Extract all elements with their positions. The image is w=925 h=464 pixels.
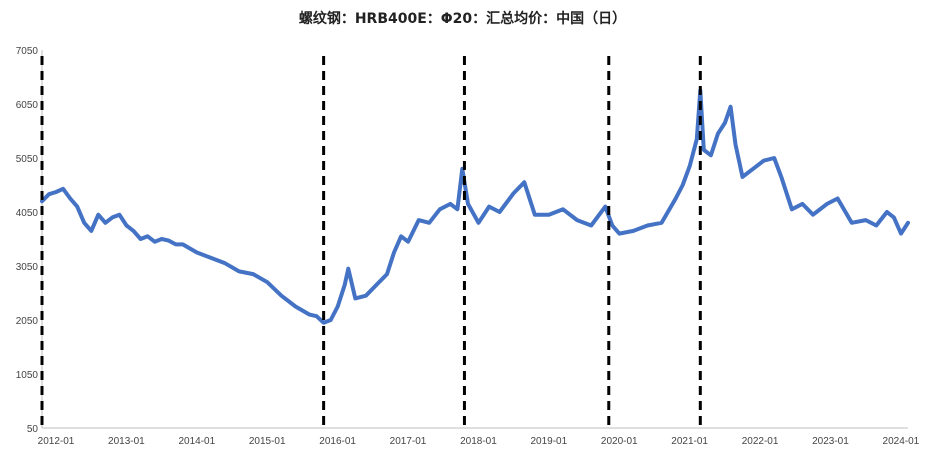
y-tick-label: 1050 xyxy=(16,370,39,381)
y-tick-label: 7050 xyxy=(16,46,39,57)
y-tick-label: 3050 xyxy=(16,262,39,273)
x-tick-label: 2021-01 xyxy=(671,436,708,447)
chart-title: 螺纹钢：HRB400E：Φ20：汇总均价：中国（日） xyxy=(298,11,627,27)
x-tick-label: 2022-01 xyxy=(742,436,779,447)
x-tick-label: 2016-01 xyxy=(319,436,356,447)
x-tick-label: 2024-01 xyxy=(883,436,920,447)
x-tick-label: 2014-01 xyxy=(178,436,215,447)
x-tick-label: 2019-01 xyxy=(530,436,567,447)
series-line xyxy=(40,88,910,325)
y-tick-label: 50 xyxy=(27,424,39,435)
y-tick-label: 5050 xyxy=(16,154,39,165)
x-tick-label: 2015-01 xyxy=(249,436,286,447)
y-tick-label: 4050 xyxy=(16,208,39,219)
x-tick-label: 2012-01 xyxy=(38,436,75,447)
x-tick-label: 2017-01 xyxy=(390,436,427,447)
x-tick-label: 2023-01 xyxy=(812,436,849,447)
x-tick-label: 2020-01 xyxy=(601,436,638,447)
x-tick-label: 2013-01 xyxy=(108,436,145,447)
x-tick-label: 2018-01 xyxy=(460,436,497,447)
y-tick-label: 6050 xyxy=(16,100,39,111)
y-tick-label: 2050 xyxy=(16,316,39,327)
